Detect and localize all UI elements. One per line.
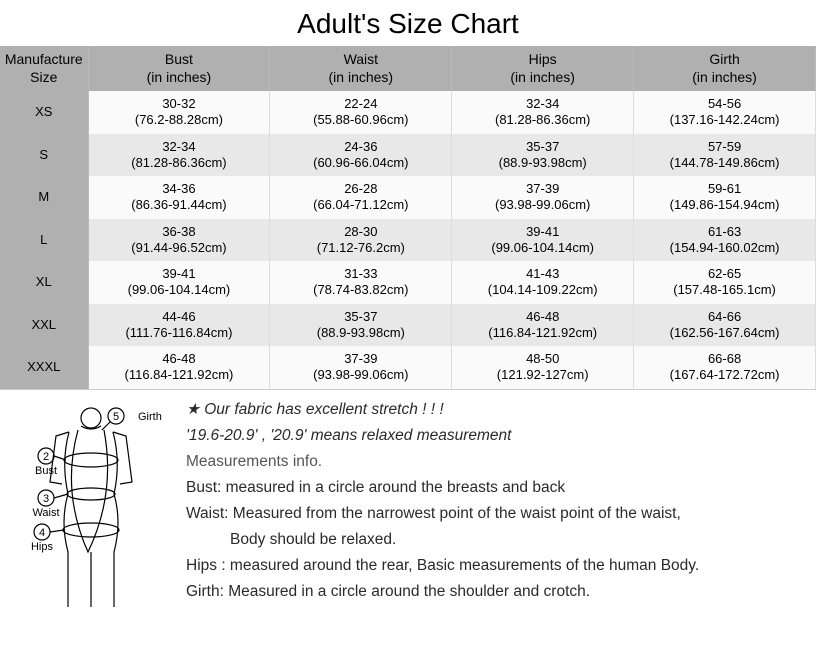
cell-bust: 34-36(86.36-91.44cm) xyxy=(88,176,270,219)
cell-waist: 26-28(66.04-71.12cm) xyxy=(270,176,452,219)
diagram-num-4: 4 xyxy=(39,527,45,539)
diagram-label-bust: Bust xyxy=(35,465,57,477)
diagram-label-hips: Hips xyxy=(31,541,54,553)
size-chart-table: ManufactureSize Bust(in inches) Waist(in… xyxy=(0,46,816,389)
table-row: S32-34(81.28-86.36cm)24-36(60.96-66.04cm… xyxy=(0,134,816,177)
col-header-girth: Girth(in inches) xyxy=(634,46,816,91)
cell-girth: 62-65(157.48-165.1cm) xyxy=(634,261,816,304)
cell-size: S xyxy=(0,134,88,177)
cell-size: XXL xyxy=(0,304,88,347)
cell-hips: 37-39(93.98-99.06cm) xyxy=(452,176,634,219)
cell-size: M xyxy=(0,176,88,219)
col-header-hips: Hips(in inches) xyxy=(452,46,634,91)
header-row: ManufactureSize Bust(in inches) Waist(in… xyxy=(0,46,816,91)
cell-hips: 32-34(81.28-86.36cm) xyxy=(452,91,634,134)
measurements-heading: Measurements info. xyxy=(186,450,810,474)
diagram-label-girth: Girth xyxy=(138,411,162,423)
cell-hips: 39-41(99.06-104.14cm) xyxy=(452,219,634,262)
info-waist-2: Body should be relaxed. xyxy=(186,528,810,552)
cell-size: XXXL xyxy=(0,346,88,389)
cell-bust: 36-38(91.44-96.52cm) xyxy=(88,219,270,262)
cell-waist: 35-37(88.9-93.98cm) xyxy=(270,304,452,347)
cell-hips: 46-48(116.84-121.92cm) xyxy=(452,304,634,347)
info-girth: Girth: Measured in a circle around the s… xyxy=(186,580,810,604)
table-row: XXL44-46(111.76-116.84cm)35-37(88.9-93.9… xyxy=(0,304,816,347)
page-title: Adult's Size Chart xyxy=(0,0,816,46)
cell-waist: 22-24(55.88-60.96cm) xyxy=(270,91,452,134)
cell-waist: 31-33(78.74-83.82cm) xyxy=(270,261,452,304)
cell-girth: 54-56(137.16-142.24cm) xyxy=(634,91,816,134)
cell-bust: 39-41(99.06-104.14cm) xyxy=(88,261,270,304)
cell-waist: 28-30(71.12-76.2cm) xyxy=(270,219,452,262)
cell-girth: 59-61(149.86-154.94cm) xyxy=(634,176,816,219)
cell-bust: 32-34(81.28-86.36cm) xyxy=(88,134,270,177)
col-header-size: ManufactureSize xyxy=(0,46,88,91)
cell-girth: 64-66(162.56-167.64cm) xyxy=(634,304,816,347)
info-hips: Hips : measured around the rear, Basic m… xyxy=(186,554,810,578)
cell-girth: 66-68(167.64-172.72cm) xyxy=(634,346,816,389)
diagram-num-3: 3 xyxy=(43,493,49,505)
table-row: XXXL46-48(116.84-121.92cm)37-39(93.98-99… xyxy=(0,346,816,389)
relaxed-note: '19.6-20.9' , '20.9' means relaxed measu… xyxy=(186,424,810,448)
cell-waist: 37-39(93.98-99.06cm) xyxy=(270,346,452,389)
cell-bust: 46-48(116.84-121.92cm) xyxy=(88,346,270,389)
cell-bust: 44-46(111.76-116.84cm) xyxy=(88,304,270,347)
cell-hips: 35-37(88.9-93.98cm) xyxy=(452,134,634,177)
table-row: XL39-41(99.06-104.14cm)31-33(78.74-83.82… xyxy=(0,261,816,304)
cell-bust: 30-32(76.2-88.28cm) xyxy=(88,91,270,134)
cell-waist: 24-36(60.96-66.04cm) xyxy=(270,134,452,177)
table-row: XS30-32(76.2-88.28cm)22-24(55.88-60.96cm… xyxy=(0,91,816,134)
info-section: 2 3 4 5 Bust Waist Hips Girth ★ Our fabr… xyxy=(0,389,816,617)
cell-hips: 48-50(121.92-127cm) xyxy=(452,346,634,389)
cell-hips: 41-43(104.14-109.22cm) xyxy=(452,261,634,304)
diagram-label-waist: Waist xyxy=(32,507,59,519)
cell-girth: 61-63(154.94-160.02cm) xyxy=(634,219,816,262)
diagram-num-2: 2 xyxy=(43,451,49,463)
cell-size: XL xyxy=(0,261,88,304)
measurement-diagram: 2 3 4 5 Bust Waist Hips Girth xyxy=(6,396,176,617)
info-text: ★ Our fabric has excellent stretch ! ! !… xyxy=(186,396,810,617)
col-header-waist: Waist(in inches) xyxy=(270,46,452,91)
cell-size: XS xyxy=(0,91,88,134)
diagram-num-5: 5 xyxy=(113,411,119,423)
cell-size: L xyxy=(0,219,88,262)
table-row: M34-36(86.36-91.44cm)26-28(66.04-71.12cm… xyxy=(0,176,816,219)
table-row: L36-38(91.44-96.52cm)28-30(71.12-76.2cm)… xyxy=(0,219,816,262)
stretch-note: ★ Our fabric has excellent stretch ! ! ! xyxy=(186,398,810,422)
info-waist-1: Waist: Measured from the narrowest point… xyxy=(186,502,810,526)
info-bust: Bust: measured in a circle around the br… xyxy=(186,476,810,500)
col-header-bust: Bust(in inches) xyxy=(88,46,270,91)
cell-girth: 57-59(144.78-149.86cm) xyxy=(634,134,816,177)
